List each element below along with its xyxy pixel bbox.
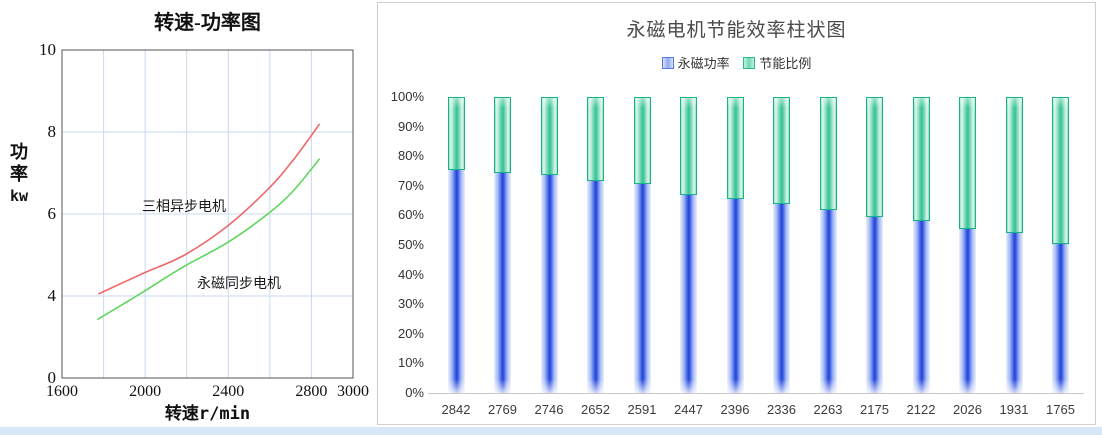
speed-power-line-chart: 转速-功率图 功 率 kw 10 8 6 4 0 1600 2000 2400 2800 300… [0, 0, 375, 435]
x-tick-label: 3000 [337, 383, 369, 400]
bar-green-segment [959, 97, 976, 229]
bar-green-segment [587, 97, 604, 182]
y-axis-label-unit: kw [9, 187, 29, 205]
bar-blue-segment [447, 169, 465, 393]
bar-green-segment [726, 97, 744, 200]
x-tick-label: 2400 [212, 383, 245, 400]
y-tick-label: 20% [397, 325, 424, 341]
left-chart-y-axis-label: 功 率 kw [2, 141, 36, 207]
y-tick-label: 10% [397, 355, 424, 371]
y-tick-label: 0% [405, 385, 424, 400]
pm-efficiency-bar-chart-panel: 永磁电机节能效率柱状图 永磁功率 节能比例 100% 90% 80% 70% 60% 50… [377, 2, 1096, 425]
bar-green-segment [819, 97, 837, 210]
bar-blue-segment [494, 172, 511, 393]
legend-label-pm-power: 永磁功率 [677, 56, 730, 71]
bar-green-segment [447, 97, 465, 170]
x-tick-label: 2263 [813, 402, 843, 417]
bar-blue-segment [1052, 243, 1069, 393]
bar-blue-segment [633, 184, 651, 393]
y-tick-label: 8 [47, 122, 57, 141]
x-tick-label: 2746 [534, 402, 564, 417]
y-tick-label: 60% [397, 207, 424, 223]
series-curve [96, 158, 321, 321]
series-label-pm-motor: 永磁同步电机 [197, 275, 281, 291]
bar-green-segment [773, 97, 790, 204]
bar-green-segment [680, 97, 697, 195]
legend-label-saving-ratio: 节能比例 [759, 56, 812, 71]
left-chart-title: 转速-功率图 [154, 12, 261, 34]
bar-blue-segment [1005, 233, 1023, 393]
y-axis-label-char: 率 [10, 164, 28, 184]
x-tick-label: 1931 [999, 402, 1029, 417]
bar-blue-segment [773, 203, 790, 393]
x-tick-label: 2026 [953, 402, 982, 417]
y-axis-label-char: 功 [10, 142, 28, 162]
x-axis-line [428, 393, 1084, 394]
x-tick-label: 2336 [767, 402, 796, 417]
bar-blue-segment [959, 228, 976, 393]
x-tick-label: 2175 [860, 402, 889, 417]
bar-blue-segment [587, 181, 604, 393]
x-tick-label: 2800 [295, 383, 328, 400]
x-tick-label: 2769 [488, 402, 517, 417]
bar-blue-segment [726, 199, 744, 393]
bar-green-segment [1052, 97, 1069, 244]
legend-item-saving-ratio[interactable]: 节能比例 [743, 53, 811, 72]
bar-blue-segment [819, 209, 837, 393]
bar-blue-segment [540, 175, 558, 393]
legend-swatch-green-icon [743, 56, 756, 69]
x-tick-label: 2652 [581, 402, 610, 417]
series-label-async-motor: 三相异步电机 [142, 198, 226, 214]
y-tick-label: 6 [47, 204, 57, 223]
bar-blue-segment [912, 221, 930, 393]
y-tick-label: 10 [39, 40, 56, 59]
bar-blue-segment [680, 194, 697, 393]
y-tick-label: 90% [397, 118, 424, 134]
x-tick-label: 1765 [1046, 402, 1075, 417]
bar-green-segment [1005, 97, 1023, 234]
series-curve [98, 123, 321, 295]
x-tick-label: 1600 [46, 383, 78, 400]
bottom-strip [0, 427, 1102, 435]
x-tick-label: 2591 [627, 402, 657, 417]
bar-green-segment [540, 97, 558, 176]
y-tick-label: 40% [397, 266, 424, 282]
x-tick-label: 2447 [674, 402, 703, 417]
y-tick-label: 0 [47, 368, 57, 387]
x-tick-label: 2842 [441, 402, 471, 417]
y-tick-label: 100% [390, 89, 424, 104]
right-chart-legend: 永磁功率 节能比例 [378, 53, 1095, 72]
bar-green-segment [633, 97, 651, 185]
right-chart-title: 永磁电机节能效率柱状图 [626, 20, 847, 41]
left-chart-x-axis-title: 转速r/min [164, 404, 251, 424]
legend-item-pm-power[interactable]: 永磁功率 [661, 53, 730, 72]
bar-green-segment [866, 97, 883, 217]
bar-blue-segment [866, 216, 883, 393]
y-tick-label: 4 [47, 286, 57, 305]
x-tick-label: 2122 [906, 402, 936, 417]
y-tick-label: 70% [397, 177, 424, 193]
x-tick-label: 2396 [720, 402, 750, 417]
y-tick-label: 30% [397, 296, 424, 312]
legend-swatch-blue-icon [661, 56, 674, 69]
bar-green-segment [912, 97, 930, 222]
line-chart-canvas [61, 49, 354, 379]
y-tick-label: 50% [397, 237, 424, 252]
bar-green-segment [494, 97, 511, 173]
y-tick-label: 80% [397, 148, 424, 164]
x-tick-label: 2000 [129, 383, 162, 400]
